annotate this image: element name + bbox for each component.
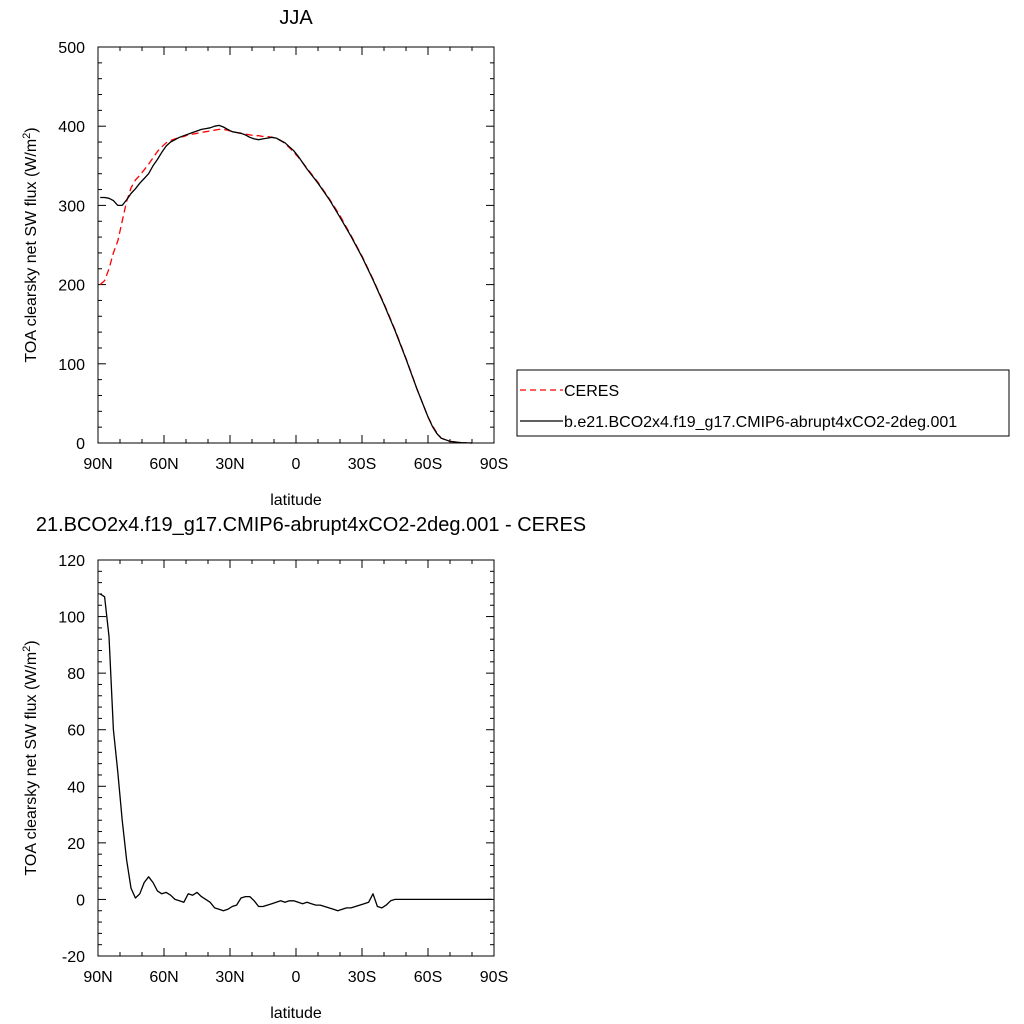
chart-2-frame [97, 559, 495, 957]
y-tick-label: 120 [58, 553, 85, 570]
x-tick-label: 30S [348, 456, 376, 473]
chart-2-ylabel: TOA clearsky net SW flux (W/m2) [21, 640, 40, 875]
x-tick-label: 30N [215, 969, 244, 986]
chart-2-axes: 90N 60N 30N 0 30S 60S 90S -20 0 20 40 60 80 100 120 [58, 553, 508, 986]
series-line-1 [100, 124, 473, 444]
y-tick-label: 300 [58, 198, 85, 215]
x-tick-label: 0 [292, 969, 301, 986]
legend-label-ceres: CERES [564, 383, 619, 400]
y-tick-label: -20 [62, 949, 85, 966]
y-tick-label: 0 [76, 892, 85, 909]
chart-1-title: JJA [279, 7, 313, 29]
series-line-0 [99, 128, 473, 444]
chart-1-axes: 90N 60N 30N 0 30S 60S 90S 0 100 200 300 400 500 [58, 40, 508, 473]
y-tick-label: 100 [58, 610, 85, 627]
x-tick-label: 60S [414, 969, 442, 986]
x-tick-label: 0 [292, 456, 301, 473]
y-tick-label: 20 [67, 836, 85, 853]
chart-2-title: 21.BCO2x4.f19_g17.CMIP6-abrupt4xCO2-2deg… [36, 514, 586, 536]
x-tick-label: 60N [149, 969, 178, 986]
y-tick-label: 200 [58, 278, 85, 295]
chart-1-ylabel-close: ) [23, 127, 40, 132]
x-tick-label: 30S [348, 969, 376, 986]
y-tick-label: 100 [58, 357, 85, 374]
chart-1-series [99, 124, 473, 444]
x-tick-label: 90N [83, 969, 112, 986]
chart-2: 21.BCO2x4.f19_g17.CMIP6-abrupt4xCO2-2deg… [21, 514, 586, 1022]
y-tick-label: 500 [58, 40, 85, 57]
chart-2-ylabel-sup: 2 [21, 646, 33, 652]
y-tick-label: 40 [67, 779, 85, 796]
x-tick-label: 30N [215, 456, 244, 473]
chart-2-ylabel-main: TOA clearsky net SW flux (W/m [23, 652, 40, 876]
x-tick-label: 60N [149, 456, 178, 473]
chart-2-ylabel-close: ) [23, 640, 40, 645]
y-tick-label: 400 [58, 119, 85, 136]
y-tick-label: 0 [76, 436, 85, 453]
chart-1-frame [97, 46, 495, 444]
chart-1-ylabel: TOA clearsky net SW flux (W/m2) [21, 127, 40, 362]
y-tick-label: 60 [67, 723, 85, 740]
chart-1-ylabel-main: TOA clearsky net SW flux (W/m [23, 139, 40, 363]
legend-box [516, 369, 1010, 437]
chart-2-xlabel: latitude [270, 1005, 322, 1022]
legend: CERES b.e21.BCO2x4.f19_g17.CMIP6-abrupt4… [516, 369, 1010, 437]
chart-1: JJA TOA clearsky net SW flux (W/m2) lati… [21, 7, 508, 509]
x-tick-label: 60S [414, 456, 442, 473]
y-tick-label: 80 [67, 666, 85, 683]
x-tick-label: 90N [83, 456, 112, 473]
legend-label-model: b.e21.BCO2x4.f19_g17.CMIP6-abrupt4xCO2-2… [564, 414, 957, 431]
chart-2-series [99, 593, 492, 912]
chart-1-xlabel: latitude [270, 492, 322, 509]
series-line-0 [99, 593, 492, 912]
chart-1-ylabel-sup: 2 [21, 133, 33, 139]
x-tick-label: 90S [480, 969, 508, 986]
x-tick-label: 90S [480, 456, 508, 473]
